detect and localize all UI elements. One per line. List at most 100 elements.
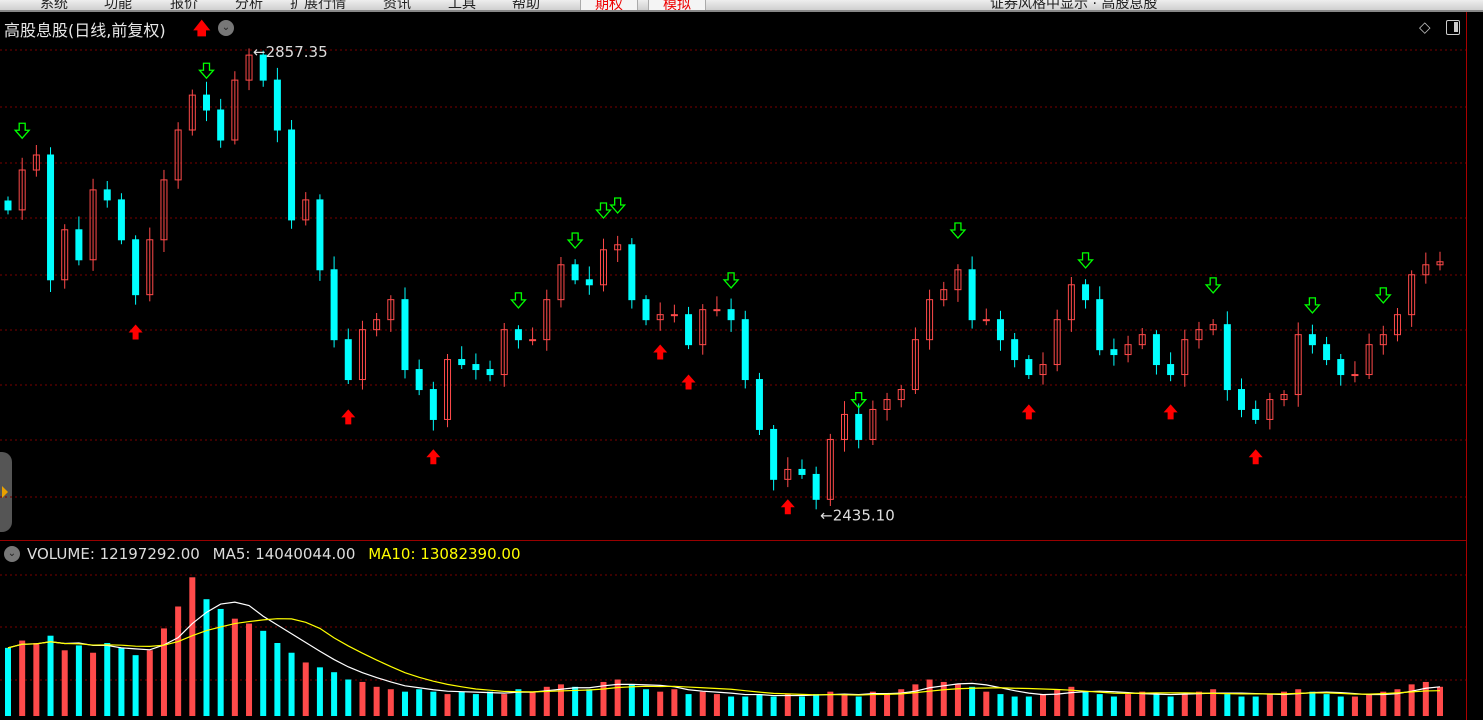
volume-bar [1366,694,1373,716]
sell-signal-arrow [609,197,627,214]
volume-bar [47,635,54,716]
volume-bar [940,681,947,716]
candle-body [1082,284,1090,301]
candle-body [415,369,423,391]
candle-body [628,244,636,301]
volume-bar [401,691,408,716]
candle-body [968,269,976,321]
candle-body [401,299,409,371]
red-up-arrow-icon: 🡅 [193,19,211,39]
volume-bar [1252,696,1259,716]
panel-toggle-icon[interactable] [1446,20,1460,35]
candle-body [245,54,253,81]
volume-bar [884,694,891,716]
volume-bar [827,691,834,716]
menu-help[interactable]: 帮助 [512,0,540,12]
volume-bar [657,691,664,716]
volume-bar [543,686,550,716]
high-price-label: ←2857.35 [253,43,328,61]
menu-extended[interactable]: 扩展行情 [290,0,346,12]
sell-signal-arrow [1374,287,1392,304]
candle-body [217,109,225,141]
tab-simulate[interactable]: 模拟 [648,0,706,10]
candle-body [1280,394,1288,401]
buy-signal-arrow [128,324,143,340]
tab-options[interactable]: 期权 [580,0,638,10]
candle-body [1308,334,1316,346]
candle-body [89,189,97,261]
volume-bar [728,696,735,716]
candle-body [699,309,707,346]
volume-bar [288,652,295,716]
volume-bar [997,694,1004,716]
candle-body [1393,314,1401,336]
axis-divider [1466,12,1467,720]
candle-body [1266,399,1274,420]
chart-title: 高股息股(日线,前复权) [4,21,166,40]
expand-left-panel-button[interactable] [0,452,12,532]
candle-body [982,319,990,322]
menu-function[interactable]: 功能 [104,0,132,12]
volume-bar [1394,689,1401,716]
diamond-icon[interactable]: ◇ [1419,18,1431,36]
candle-body [798,468,806,475]
menu-system[interactable]: 系统 [40,0,68,12]
volume-bar [387,689,394,716]
candle-body [1436,261,1444,266]
volume-legend: VOLUME: 12197292.00 MA5: 14040044.00 MA1… [27,545,529,563]
menu-analysis[interactable]: 分析 [235,0,263,12]
volume-bar [912,684,919,716]
volume-bar [1096,694,1103,716]
menu-tools[interactable]: 工具 [448,0,476,12]
volume-bar [1210,689,1217,716]
buy-signal-arrow [653,344,668,360]
volume-menu-icon[interactable]: ⌄ [4,546,20,562]
candle-body [1152,334,1160,366]
sell-signal-arrow [949,222,967,239]
candle-body [784,468,792,480]
candle-body [429,389,437,420]
volume-bar [231,618,238,716]
candle-body [188,94,196,131]
volume-bar [869,691,876,716]
volume-bar [1238,696,1245,716]
candle-body [4,200,12,211]
candle-body [670,314,678,317]
menu-quote[interactable]: 报价 [170,0,198,12]
volume-bar [969,686,976,716]
buy-signal-arrow [681,374,696,390]
chevron-down-circle-icon[interactable]: ⌄ [218,20,234,36]
candle-body [911,339,919,391]
volume-bar [685,694,692,716]
candle-body [231,79,239,141]
volume-bar [1125,694,1132,716]
candle-body [1337,359,1345,376]
volume-bar [118,647,125,716]
volume-bar [614,679,621,716]
window-title: 证券风格中显示 · 高股息股 [990,0,1158,12]
volume-bar [1309,691,1316,716]
volume-bar [983,691,990,716]
sell-signal-arrow [1303,297,1321,314]
candle-body [996,319,1004,341]
candle-body [202,94,210,111]
volume-bar [1224,694,1231,716]
low-price-label: ←2435.10 [820,506,895,524]
candle-body [529,339,537,342]
volume-bar [203,599,210,716]
candle-body [486,369,494,376]
volume-value: VOLUME: 12197292.00 [27,545,200,563]
volume-bar [1195,691,1202,716]
volume-bar [855,696,862,716]
volume-bar [898,689,905,716]
volume-bar [416,689,423,716]
volume-bar [1351,696,1358,716]
candle-body [1124,344,1132,356]
candle-body [741,319,749,381]
candle-body [1053,319,1061,366]
volume-bar [146,650,153,716]
volume-bar [132,655,139,716]
volume-bar [1139,691,1146,716]
menu-news[interactable]: 资讯 [383,0,411,12]
volume-bar [1040,694,1047,716]
